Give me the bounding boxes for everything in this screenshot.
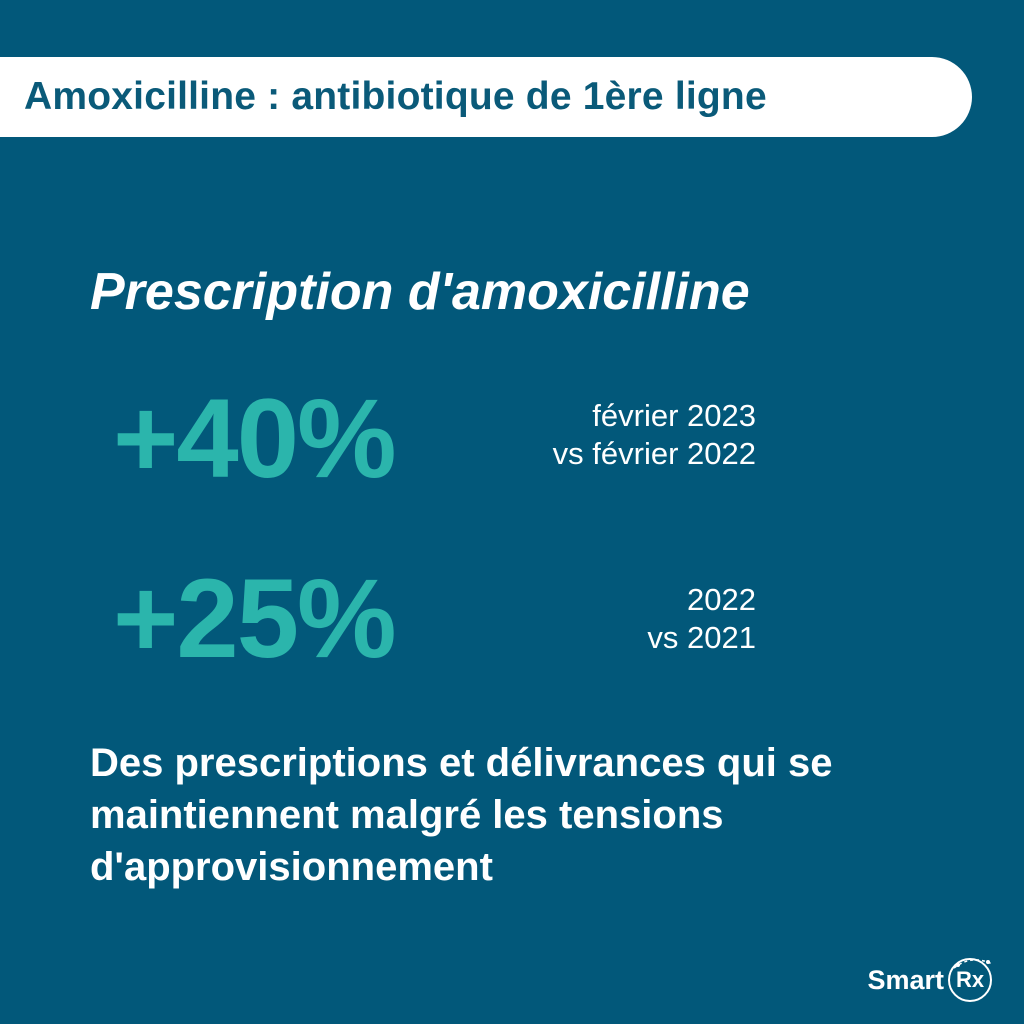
stat-description-annual: 2022 vs 2021 (647, 581, 756, 657)
stat-description-line: vs février 2022 (552, 436, 756, 471)
page-title: Amoxicilline : antibiotique de 1ère lign… (24, 75, 767, 118)
stat-value-february: +40% (113, 376, 397, 501)
stat-description-february: février 2023 vs février 2022 (553, 397, 756, 473)
conclusion-line: Des prescriptions et délivrances qui se (90, 741, 833, 785)
stat-description-line: février 2023 (592, 398, 756, 433)
logo-wordmark: Smart (867, 964, 944, 995)
stat-description-line: 2022 (687, 582, 756, 617)
section-heading: Prescription d'amoxicilline (90, 263, 750, 321)
stat-description-line: vs 2021 (647, 620, 756, 655)
conclusion-line: d'approvisionnement (90, 845, 493, 889)
stat-value-annual: +25% (113, 556, 397, 681)
conclusion-line: maintiennent malgré les tensions (90, 793, 724, 837)
conclusion-text: Des prescriptions et délivrances qui se … (90, 737, 950, 893)
logo-orbit-icon (953, 959, 993, 969)
logo-badge-text: Rx (955, 967, 985, 992)
title-banner: Amoxicilline : antibiotique de 1ère lign… (0, 57, 972, 137)
logo-badge: Rx (948, 958, 993, 1002)
smartrx-logo: Smart Rx (867, 958, 993, 1002)
